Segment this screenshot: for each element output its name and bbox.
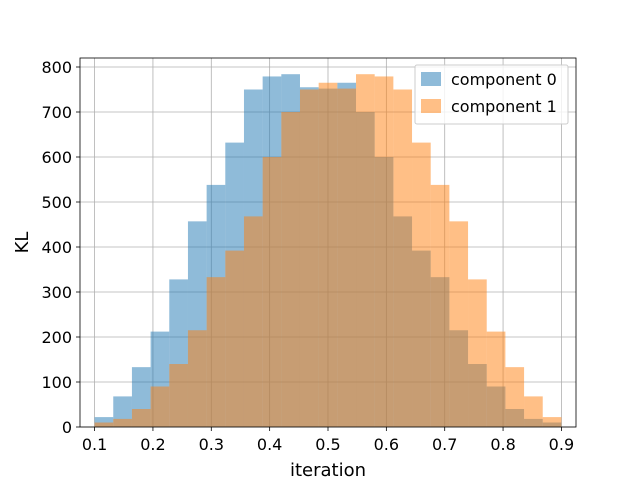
legend-label-component-1: component 1 bbox=[451, 97, 557, 116]
bar-series-1-bin-10 bbox=[281, 112, 300, 427]
x-tick-label-7: 0.8 bbox=[490, 435, 515, 454]
bar-series-1-bin-13 bbox=[337, 88, 357, 427]
y-tick-label-2: 200 bbox=[41, 328, 72, 347]
x-tick-label-3: 0.4 bbox=[257, 435, 282, 454]
x-axis-ticks: 0.1 0.2 0.3 0.4 0.5 0.6 0.7 0.8 0.9 bbox=[82, 427, 574, 454]
bar-series-1-bin-16 bbox=[393, 89, 413, 427]
y-tick-label-3: 300 bbox=[41, 283, 72, 302]
bar-series-0-bin-0 bbox=[94, 417, 114, 427]
bar-series-1-bin-4 bbox=[169, 364, 188, 427]
legend-label-component-0: component 0 bbox=[451, 70, 557, 89]
x-tick-label-8: 0.9 bbox=[549, 435, 574, 454]
bar-series-1-bin-7 bbox=[225, 250, 244, 427]
x-tick-label-5: 0.6 bbox=[374, 435, 399, 454]
y-tick-label-7: 700 bbox=[41, 103, 72, 122]
bar-series-1-bin-6 bbox=[206, 277, 226, 427]
x-tick-label-1: 0.2 bbox=[140, 435, 165, 454]
x-tick-label-4: 0.5 bbox=[315, 435, 340, 454]
y-tick-label-5: 500 bbox=[41, 193, 72, 212]
y-tick-label-8: 800 bbox=[41, 58, 72, 77]
bar-series-1-bin-12 bbox=[318, 82, 338, 427]
y-tick-label-4: 400 bbox=[41, 238, 72, 257]
bar-series-1-bin-20 bbox=[468, 279, 487, 427]
legend-swatch-component-0 bbox=[421, 72, 441, 86]
bar-series-1-bin-19 bbox=[449, 221, 469, 427]
x-axis-label: iteration bbox=[290, 460, 366, 480]
bar-series-1-bin-1 bbox=[113, 418, 132, 427]
y-tick-label-1: 100 bbox=[41, 373, 72, 392]
bar-series-1-bin-3 bbox=[150, 386, 170, 427]
bar-series-1-bin-9 bbox=[262, 157, 282, 427]
legend-box bbox=[414, 64, 569, 125]
bar-series-1-bin-11 bbox=[299, 89, 319, 427]
y-axis-ticks: 0 100 200 300 400 500 600 700 800 bbox=[41, 58, 80, 437]
bar-series-1-bin-14 bbox=[356, 74, 375, 427]
bar-series-1-bin-15 bbox=[374, 76, 394, 427]
x-tick-label-6: 0.7 bbox=[432, 435, 457, 454]
y-tick-label-0: 0 bbox=[62, 418, 72, 437]
bar-series-1-bin-21 bbox=[486, 331, 506, 427]
legend: component 0 component 1 bbox=[414, 64, 569, 125]
bar-series-1-bin-24 bbox=[542, 417, 562, 427]
bar-series-1-bin-5 bbox=[187, 330, 207, 427]
bar-series-1-bin-23 bbox=[524, 396, 543, 427]
bar-series-1-bin-0 bbox=[94, 422, 114, 427]
y-axis-label: KL bbox=[12, 232, 33, 254]
bar-series-1-bin-18 bbox=[430, 184, 450, 427]
series-1 bbox=[94, 74, 562, 427]
bar-series-1-bin-17 bbox=[412, 142, 431, 427]
bar-series-1-bin-8 bbox=[243, 216, 263, 427]
bars bbox=[94, 74, 562, 427]
bar-series-1-bin-22 bbox=[505, 367, 525, 427]
legend-swatch-component-1 bbox=[421, 99, 441, 113]
bar-series-1-bin-2 bbox=[131, 409, 151, 427]
x-tick-label-2: 0.3 bbox=[199, 435, 224, 454]
y-tick-label-6: 600 bbox=[41, 148, 72, 167]
x-tick-label-0: 0.1 bbox=[82, 435, 107, 454]
